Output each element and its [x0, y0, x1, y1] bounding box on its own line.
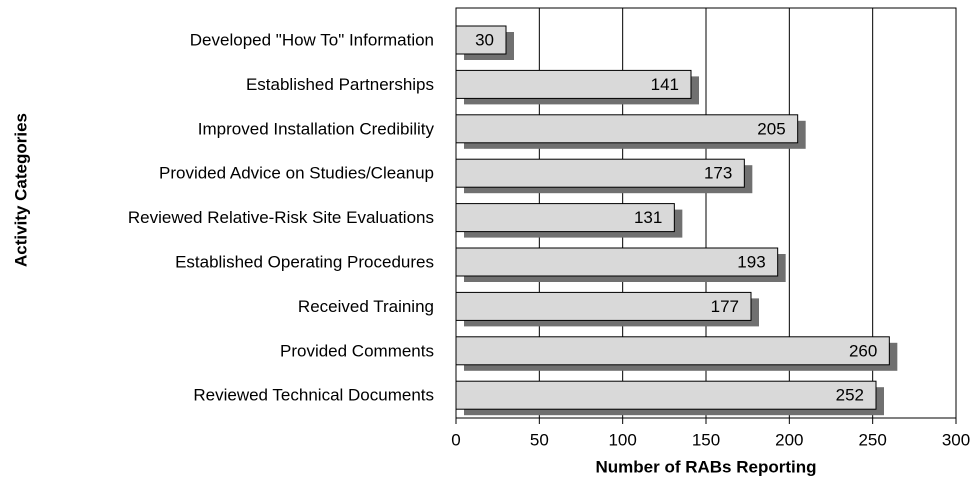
bar [455, 291, 752, 321]
data-label: 173 [704, 164, 732, 183]
x-tick-label: 250 [858, 430, 886, 449]
bar [455, 380, 877, 410]
y-tick-label: Received Training [298, 297, 434, 316]
data-label: 30 [475, 30, 494, 49]
x-tick-label: 300 [942, 430, 970, 449]
data-label: 177 [711, 297, 739, 316]
data-label: 252 [836, 386, 864, 405]
data-label: 205 [757, 119, 785, 138]
x-tick-label: 100 [608, 430, 636, 449]
bar [455, 25, 507, 55]
x-axis-label: Number of RABs Reporting [596, 457, 817, 476]
bar [455, 336, 890, 366]
y-tick-label: Established Partnerships [246, 75, 434, 94]
data-label: 260 [849, 341, 877, 360]
bar [455, 247, 779, 277]
bar [455, 114, 799, 144]
y-tick-label: Established Operating Procedures [175, 252, 434, 271]
x-tick-label: 200 [775, 430, 803, 449]
x-tick-label: 150 [692, 430, 720, 449]
x-tick-label: 0 [451, 430, 460, 449]
y-tick-label: Improved Installation Credibility [198, 119, 435, 138]
data-label: 131 [634, 208, 662, 227]
x-tick-label: 50 [530, 430, 549, 449]
y-tick-label: Provided Comments [280, 341, 434, 360]
bar [455, 69, 692, 99]
data-label: 141 [651, 75, 679, 94]
y-tick-label: Developed "How To" Information [190, 30, 434, 49]
y-tick-label: Reviewed Technical Documents [193, 386, 434, 405]
bar [455, 158, 745, 188]
y-axis-label: Activity Categories [11, 113, 30, 267]
bar [455, 203, 675, 233]
y-tick-label: Provided Advice on Studies/Cleanup [159, 164, 434, 183]
data-label: 193 [737, 252, 765, 271]
y-tick-label: Reviewed Relative-Risk Site Evaluations [128, 208, 434, 227]
